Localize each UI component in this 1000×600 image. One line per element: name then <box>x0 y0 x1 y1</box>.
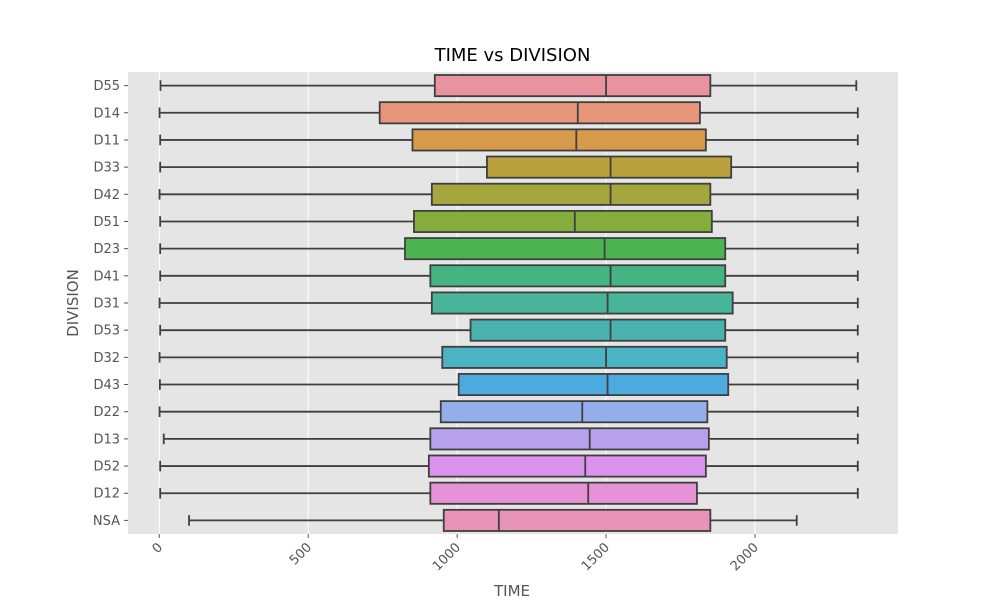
box-iqr <box>429 481 698 505</box>
box-iqr <box>439 400 709 424</box>
box-iqr <box>457 373 730 397</box>
box-d42 <box>158 182 859 206</box>
y-tick-label: D32 <box>93 351 120 366</box>
box-d43 <box>158 373 859 397</box>
box-nsa <box>188 508 798 532</box>
y-tick-label: D12 <box>93 487 120 502</box>
box-iqr <box>429 264 727 288</box>
box-iqr <box>413 209 713 233</box>
box-iqr <box>427 454 707 478</box>
box-d51 <box>159 209 859 233</box>
box-iqr <box>404 237 727 261</box>
box-d55 <box>159 74 858 98</box>
y-tick-label: D52 <box>93 460 120 475</box>
y-axis-label: DIVISION <box>64 269 82 337</box>
box-iqr <box>429 427 710 451</box>
box-d13 <box>162 427 859 451</box>
box-iqr <box>430 291 734 315</box>
box-d53 <box>159 318 859 342</box>
y-tick-label: NSA <box>93 514 120 529</box>
y-tick-label: D42 <box>93 188 120 203</box>
y-tick-label: D11 <box>93 133 120 148</box>
box-series <box>158 74 859 532</box>
y-tick-label: D31 <box>93 297 120 312</box>
box-d32 <box>158 345 859 369</box>
y-tick-label: D41 <box>93 269 120 284</box>
y-tick-label: D13 <box>93 432 120 447</box>
x-tick-label: 1500 <box>579 540 613 574</box>
y-tick-label: D14 <box>93 106 120 121</box>
box-d14 <box>158 101 859 125</box>
y-tick-label: D33 <box>93 161 120 176</box>
y-tick-label: D55 <box>93 79 120 94</box>
box-d22 <box>158 400 859 424</box>
y-tick-label: D23 <box>93 242 120 257</box>
box-iqr <box>378 101 701 125</box>
x-tick-label: 2000 <box>728 540 762 574</box>
y-axis-ticks: D55 D14 D11 D33 D42 D51 D23 D41 D31 D53 D32 D43 D22 D… <box>93 79 128 529</box>
box-d31 <box>158 291 859 315</box>
x-axis-label: TIME <box>493 582 530 600</box>
chart-title: TIME vs DIVISION <box>434 45 591 66</box>
x-axis-ticks: 0 500 1000 1500 2000 <box>150 534 762 574</box>
box-iqr <box>469 318 727 342</box>
x-tick-label: 500 <box>287 540 315 568</box>
box-iqr <box>411 128 707 152</box>
box-iqr <box>441 345 728 369</box>
box-iqr <box>433 74 712 98</box>
y-tick-label: D51 <box>93 215 120 230</box>
x-tick-label: 1000 <box>430 540 464 574</box>
box-d52 <box>159 454 859 478</box>
box-d33 <box>159 155 859 179</box>
box-iqr <box>486 155 733 179</box>
box-d41 <box>159 264 859 288</box>
box-d23 <box>159 237 859 261</box>
box-d12 <box>159 481 859 505</box>
box-iqr <box>430 182 712 206</box>
y-tick-label: D53 <box>93 324 120 339</box>
box-iqr <box>442 508 712 532</box>
box-d11 <box>159 128 859 152</box>
y-tick-label: D43 <box>93 378 120 393</box>
y-tick-label: D22 <box>93 405 120 420</box>
x-tick-label: 0 <box>150 540 166 556</box>
